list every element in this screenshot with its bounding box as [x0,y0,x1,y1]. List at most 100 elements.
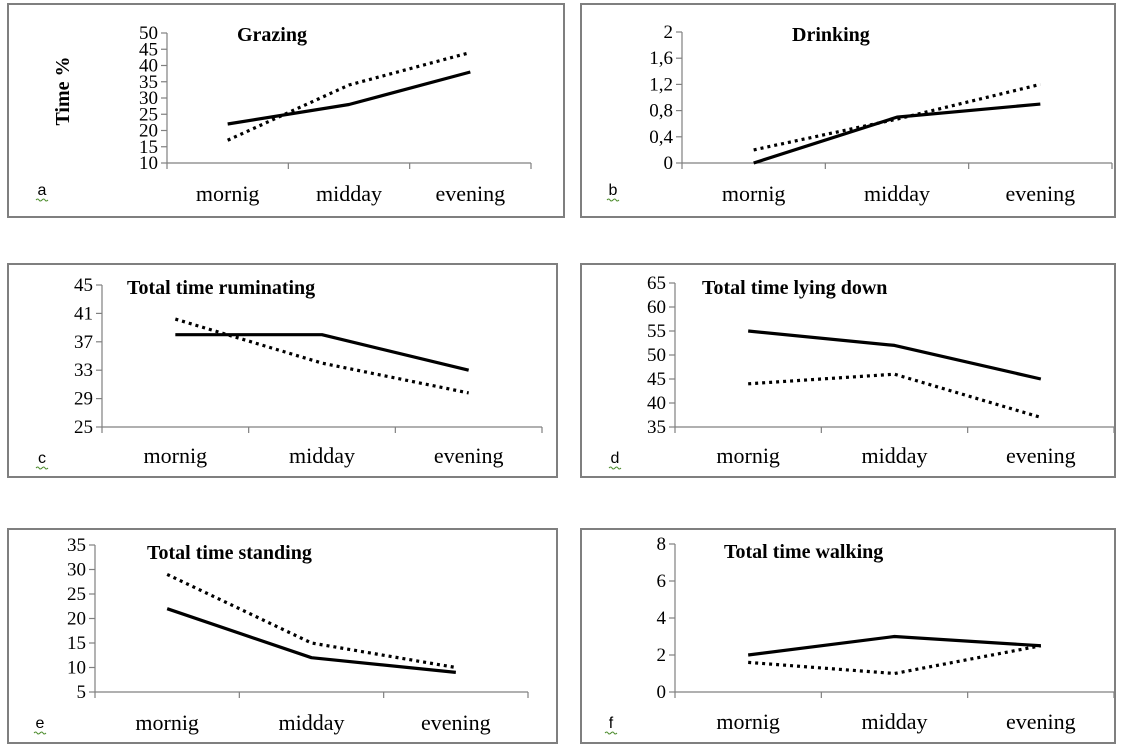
series-line-dotted [748,644,1042,676]
spellcheck-underline [606,198,620,202]
y-tick-label: 0,8 [649,101,673,122]
y-tick-label: 33 [74,360,93,381]
y-tick-label: 6 [657,571,667,592]
series-line-dotted [174,317,469,395]
x-tick-label: midday [279,710,345,735]
series-line-solid [175,333,470,372]
x-tick-label: evening [1006,181,1076,206]
series-line-dotted [227,50,471,142]
chart-title: Grazing [237,24,307,46]
y-tick-label: 20 [67,609,86,630]
x-tick-label: evening [421,710,491,735]
series-line-solid [227,70,471,126]
x-tick-label: midday [862,443,928,468]
chart-panel-f: 0 2 4 6 8 mornig midday evening Total time walki… [580,528,1116,744]
chart-svg-c: 25 29 33 37 41 45 mornig midday evening Total tim… [35,275,543,470]
y-tick-label: 40 [139,56,158,77]
chart-title: Drinking [792,24,870,46]
x-tick-label: mornig [196,181,260,206]
series-line-dotted [166,572,457,670]
panel-letter: e [36,715,45,732]
series-line-solid [166,607,456,674]
y-tick-label: 50 [647,345,666,366]
y-tick-label: 29 [74,389,93,410]
x-tick-label: midday [289,443,355,468]
y-tick-label: 4 [657,608,667,629]
chart-panel-b: 0 0,4 0,8 1,2 1,6 2 mornig midday evening Drinkin… [580,3,1116,218]
x-tick-label: evening [1006,709,1076,734]
y-tick-label: 15 [67,633,86,654]
y-tick-label: 25 [67,584,86,605]
spellcheck-underline [608,466,622,470]
y-tick-label: 60 [647,297,666,318]
spellcheck-underline [604,731,618,735]
y-tick-label: 45 [139,39,158,60]
chart-title: Total time ruminating [127,277,315,299]
y-tick-label: 0,4 [649,127,673,148]
y-tick-label: 15 [139,137,158,158]
y-tick-label: 40 [647,393,666,414]
spellcheck-underline [35,198,49,202]
panel-letter: d [611,450,620,467]
series-line-solid [748,329,1042,381]
x-tick-label: evening [436,181,506,206]
x-tick-label: mornig [144,443,208,468]
y-tick-label: 45 [647,369,666,390]
chart-title: Total time lying down [702,277,887,299]
chart-svg-e: 5 10 15 20 25 30 35 mornig midday evening Total ti… [33,535,529,735]
x-tick-label: midday [316,181,382,206]
panel-letter: c [38,450,46,467]
chart-title: Total time walking [724,541,883,563]
x-tick-label: midday [864,181,930,206]
y-tick-label: 0 [657,682,667,703]
x-tick-label: evening [1006,443,1076,468]
y-tick-label: 30 [67,560,86,581]
y-tick-label: 65 [647,273,666,294]
chart-panel-a: 10 15 20 25 30 35 40 45 50 mornig midday evening Gra… [7,3,565,218]
x-tick-label: mornig [716,709,780,734]
series-line-solid [747,634,1041,657]
chart-svg-f: 0 2 4 6 8 mornig midday evening Total time walki… [604,534,1115,735]
y-tick-label: 35 [647,417,666,438]
x-tick-label: midday [862,709,928,734]
y-tick-label: 5 [77,682,87,703]
x-tick-label: evening [434,443,504,468]
series-line-dotted [748,372,1042,419]
y-tick-label: 30 [139,88,158,109]
spellcheck-underline [33,731,47,735]
chart-panel-d: 35 40 45 50 55 60 65 mornig midday evening Total t… [580,263,1116,478]
x-tick-label: mornig [722,181,786,206]
y-tick-label: 20 [139,121,158,142]
series-line-solid [753,102,1041,165]
x-tick-label: mornig [135,710,199,735]
x-tick-label: mornig [716,443,780,468]
chart-title: Total time standing [147,542,312,564]
y-tick-label: 2 [657,645,667,666]
y-tick-label: 2 [664,22,674,43]
y-tick-label: 8 [657,534,667,555]
y-tick-label: 37 [74,332,93,353]
y-tick-label: 55 [647,321,666,342]
chart-panel-e: 5 10 15 20 25 30 35 mornig midday evening Total ti… [7,528,558,744]
y-tick-label: 1,6 [649,48,673,69]
y-tick-label: 0 [664,153,674,174]
y-tick-label: 35 [139,72,158,93]
panel-letter: b [609,182,618,199]
panel-letter: a [38,182,47,199]
spellcheck-underline [35,466,49,470]
chart-svg-d: 35 40 45 50 55 60 65 mornig midday evening Total t… [608,273,1115,470]
y-tick-label: 41 [74,303,93,324]
y-tick-label: 10 [139,153,158,174]
panel-letter: f [609,715,614,732]
chart-panel-c: 25 29 33 37 41 45 mornig midday evening Total tim… [7,263,558,478]
y-tick-label: 25 [139,104,158,125]
y-tick-label: 10 [67,658,86,679]
y-tick-label: 35 [67,535,86,556]
y-tick-label: 25 [74,417,93,438]
y-tick-label: 50 [139,23,158,44]
chart-svg-b: 0 0,4 0,8 1,2 1,6 2 mornig midday evening Drinkin… [606,22,1113,206]
y-tick-label: 1,2 [649,74,673,95]
y-tick-label: 45 [74,275,93,296]
y-axis-label: Time % [52,56,74,125]
